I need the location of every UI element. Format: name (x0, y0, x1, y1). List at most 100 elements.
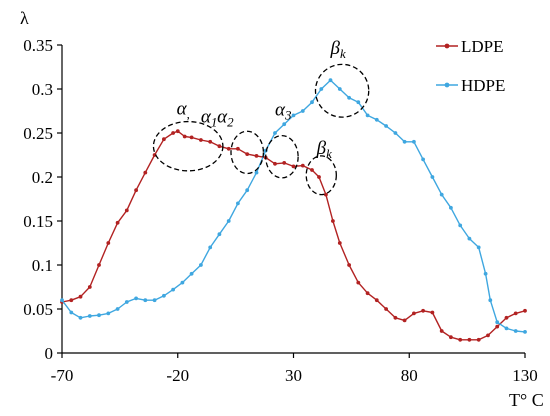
data-point-ldpe (124, 208, 129, 213)
data-point-hdpe (291, 113, 296, 118)
data-point-hdpe (421, 157, 425, 162)
data-point-ldpe (282, 161, 287, 165)
y-tick-label: 0.25 (23, 124, 53, 143)
data-point-ldpe (324, 192, 328, 197)
data-point-ldpe (412, 311, 416, 316)
y-tick-label: 0.05 (23, 300, 53, 319)
data-point-hdpe (143, 298, 148, 303)
data-point-ldpe (374, 298, 379, 303)
data-point-ldpe (384, 307, 388, 311)
data-point-hdpe (513, 329, 518, 333)
legend-label-ldpe: LDPE (461, 37, 504, 56)
y-tick-label: 0.2 (32, 168, 53, 187)
annotation-label: α, (177, 99, 190, 122)
data-point-ldpe (217, 144, 222, 149)
data-point-hdpe (310, 100, 314, 105)
data-point-ldpe (182, 134, 187, 139)
y-tick-label: 0 (45, 344, 54, 363)
data-point-ldpe (226, 146, 231, 151)
data-point-hdpe (208, 245, 213, 250)
data-point-hdpe (180, 280, 185, 285)
data-point-hdpe (300, 109, 305, 113)
x-tick-label: 80 (401, 366, 418, 385)
data-point-ldpe (458, 337, 463, 342)
data-point-ldpe (476, 337, 481, 342)
data-point-hdpe (87, 314, 92, 318)
annotation-label: α2 (217, 106, 234, 129)
data-point-ldpe (430, 310, 435, 315)
data-point-hdpe (69, 310, 74, 315)
data-point-hdpe (347, 95, 351, 100)
data-point-hdpe (476, 245, 481, 250)
y-tick-label: 0.1 (32, 256, 53, 275)
data-point-ldpe (513, 311, 518, 316)
data-point-hdpe (365, 113, 370, 118)
data-point-ldpe (291, 164, 296, 169)
data-point-ldpe (236, 146, 240, 151)
annotation-circle (152, 120, 224, 172)
data-point-hdpe (328, 78, 333, 83)
legend-marker-hdpe (444, 82, 450, 88)
data-point-hdpe (97, 313, 101, 318)
data-point-hdpe (467, 236, 472, 241)
data-point-ldpe (331, 219, 335, 223)
data-point-ldpe (486, 333, 490, 338)
data-point-hdpe (449, 205, 453, 210)
data-point-ldpe (106, 241, 111, 245)
data-point-ldpe (143, 170, 148, 175)
data-point-ldpe (245, 152, 250, 157)
data-point-ldpe (402, 318, 407, 323)
data-point-ldpe (467, 337, 472, 342)
annotation-label: βk (330, 38, 346, 61)
legend-item-ldpe: LDPE (436, 37, 504, 56)
data-point-hdpe (282, 122, 287, 127)
data-point-hdpe (337, 87, 342, 91)
data-point-ldpe (495, 324, 500, 329)
data-point-hdpe (488, 298, 493, 303)
data-point-hdpe (504, 326, 509, 331)
data-point-ldpe (115, 220, 120, 225)
data-point-hdpe (171, 287, 176, 292)
annotation-circle (305, 155, 337, 196)
y-tick-label: 0.15 (23, 212, 53, 231)
y-tick-label: 0.3 (32, 80, 53, 99)
data-point-hdpe (78, 315, 83, 320)
data-point-hdpe (458, 223, 463, 228)
annotation-label: α1 (201, 106, 217, 129)
data-point-ldpe (337, 241, 342, 245)
data-point-hdpe (393, 131, 398, 135)
data-point-ldpe (504, 315, 509, 320)
data-point-ldpe (134, 188, 139, 193)
annotation-label: βk (316, 138, 332, 161)
data-point-hdpe (439, 192, 444, 197)
data-point-ldpe (393, 315, 398, 320)
data-point-hdpe (483, 271, 488, 276)
data-point-hdpe (134, 296, 139, 301)
data-point-ldpe (523, 308, 527, 313)
data-point-ldpe (97, 263, 101, 267)
series-line-hdpe (61, 79, 526, 333)
data-point-hdpe (374, 117, 379, 122)
data-point-ldpe (347, 263, 351, 267)
data-point-ldpe (310, 168, 314, 172)
data-point-ldpe (162, 137, 166, 142)
data-point-hdpe (60, 298, 64, 303)
data-point-ldpe (199, 138, 203, 142)
data-point-ldpe (421, 308, 425, 313)
data-point-ldpe (189, 135, 194, 140)
annotation-circle (314, 63, 370, 118)
data-point-ldpe (171, 131, 176, 135)
data-point-ldpe (317, 175, 321, 179)
data-point-hdpe (384, 124, 388, 128)
data-point-ldpe (208, 139, 213, 144)
annotation-circle (230, 130, 265, 175)
data-point-hdpe (356, 100, 361, 105)
y-tick-label: 0.35 (23, 36, 53, 55)
series-line-ldpe (61, 130, 526, 341)
data-point-ldpe (69, 298, 74, 303)
data-point-ldpe (78, 294, 83, 299)
data-point-hdpe (189, 271, 194, 276)
data-point-ldpe (254, 154, 259, 158)
data-point-hdpe (523, 330, 527, 334)
